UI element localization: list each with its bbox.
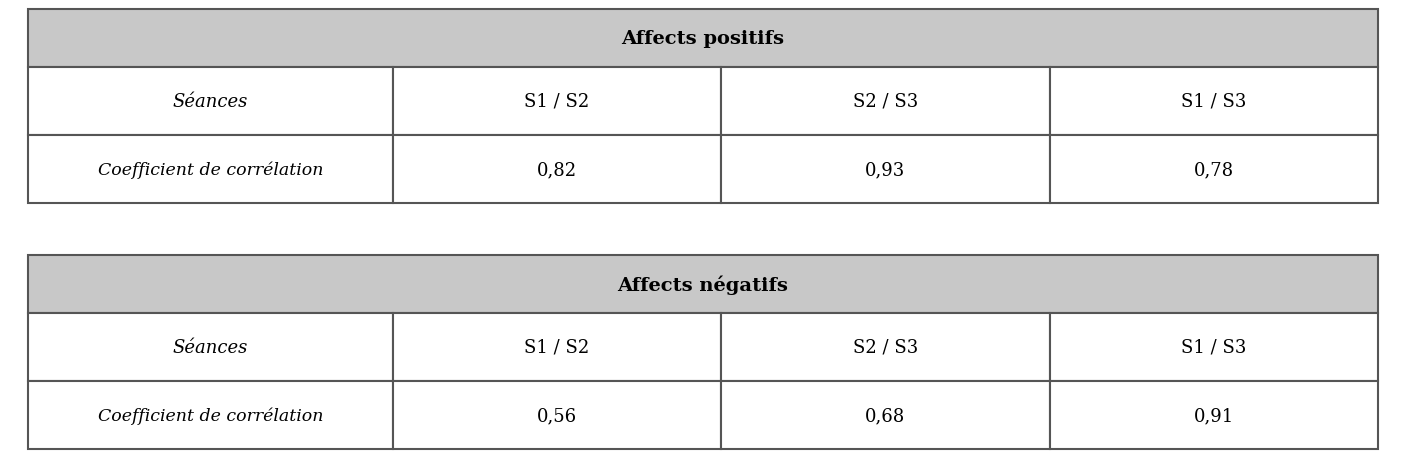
Text: S1 / S2: S1 / S2 <box>524 93 589 111</box>
Bar <box>1049 381 1378 449</box>
Text: S1 / S3: S1 / S3 <box>1181 338 1247 356</box>
Bar <box>1049 136 1378 203</box>
Text: Affects négatifs: Affects négatifs <box>617 274 789 294</box>
Text: Coefficient de corrélation: Coefficient de corrélation <box>97 161 323 179</box>
Text: Séances: Séances <box>173 338 247 356</box>
Bar <box>28 381 392 449</box>
Bar <box>721 136 1049 203</box>
Bar <box>721 68 1049 136</box>
Bar <box>392 136 721 203</box>
Bar <box>721 381 1049 449</box>
Text: S1 / S2: S1 / S2 <box>524 338 589 356</box>
Bar <box>28 256 1378 313</box>
Bar <box>28 10 1378 68</box>
Text: 0,82: 0,82 <box>537 161 576 179</box>
Text: 0,91: 0,91 <box>1194 406 1234 424</box>
Bar <box>1049 68 1378 136</box>
Bar <box>721 313 1049 381</box>
Bar <box>392 313 721 381</box>
Bar <box>392 381 721 449</box>
Text: S1 / S3: S1 / S3 <box>1181 93 1247 111</box>
Bar <box>28 136 392 203</box>
Text: 0,56: 0,56 <box>537 406 576 424</box>
Bar <box>28 68 392 136</box>
Text: S2 / S3: S2 / S3 <box>852 338 918 356</box>
Text: Coefficient de corrélation: Coefficient de corrélation <box>97 406 323 424</box>
Bar <box>28 313 392 381</box>
Bar <box>1049 313 1378 381</box>
Text: Affects positifs: Affects positifs <box>621 30 785 48</box>
Bar <box>392 68 721 136</box>
Text: 0,68: 0,68 <box>865 406 905 424</box>
Text: 0,78: 0,78 <box>1194 161 1234 179</box>
Text: Séances: Séances <box>173 93 247 111</box>
Text: 0,93: 0,93 <box>865 161 905 179</box>
Text: S2 / S3: S2 / S3 <box>852 93 918 111</box>
